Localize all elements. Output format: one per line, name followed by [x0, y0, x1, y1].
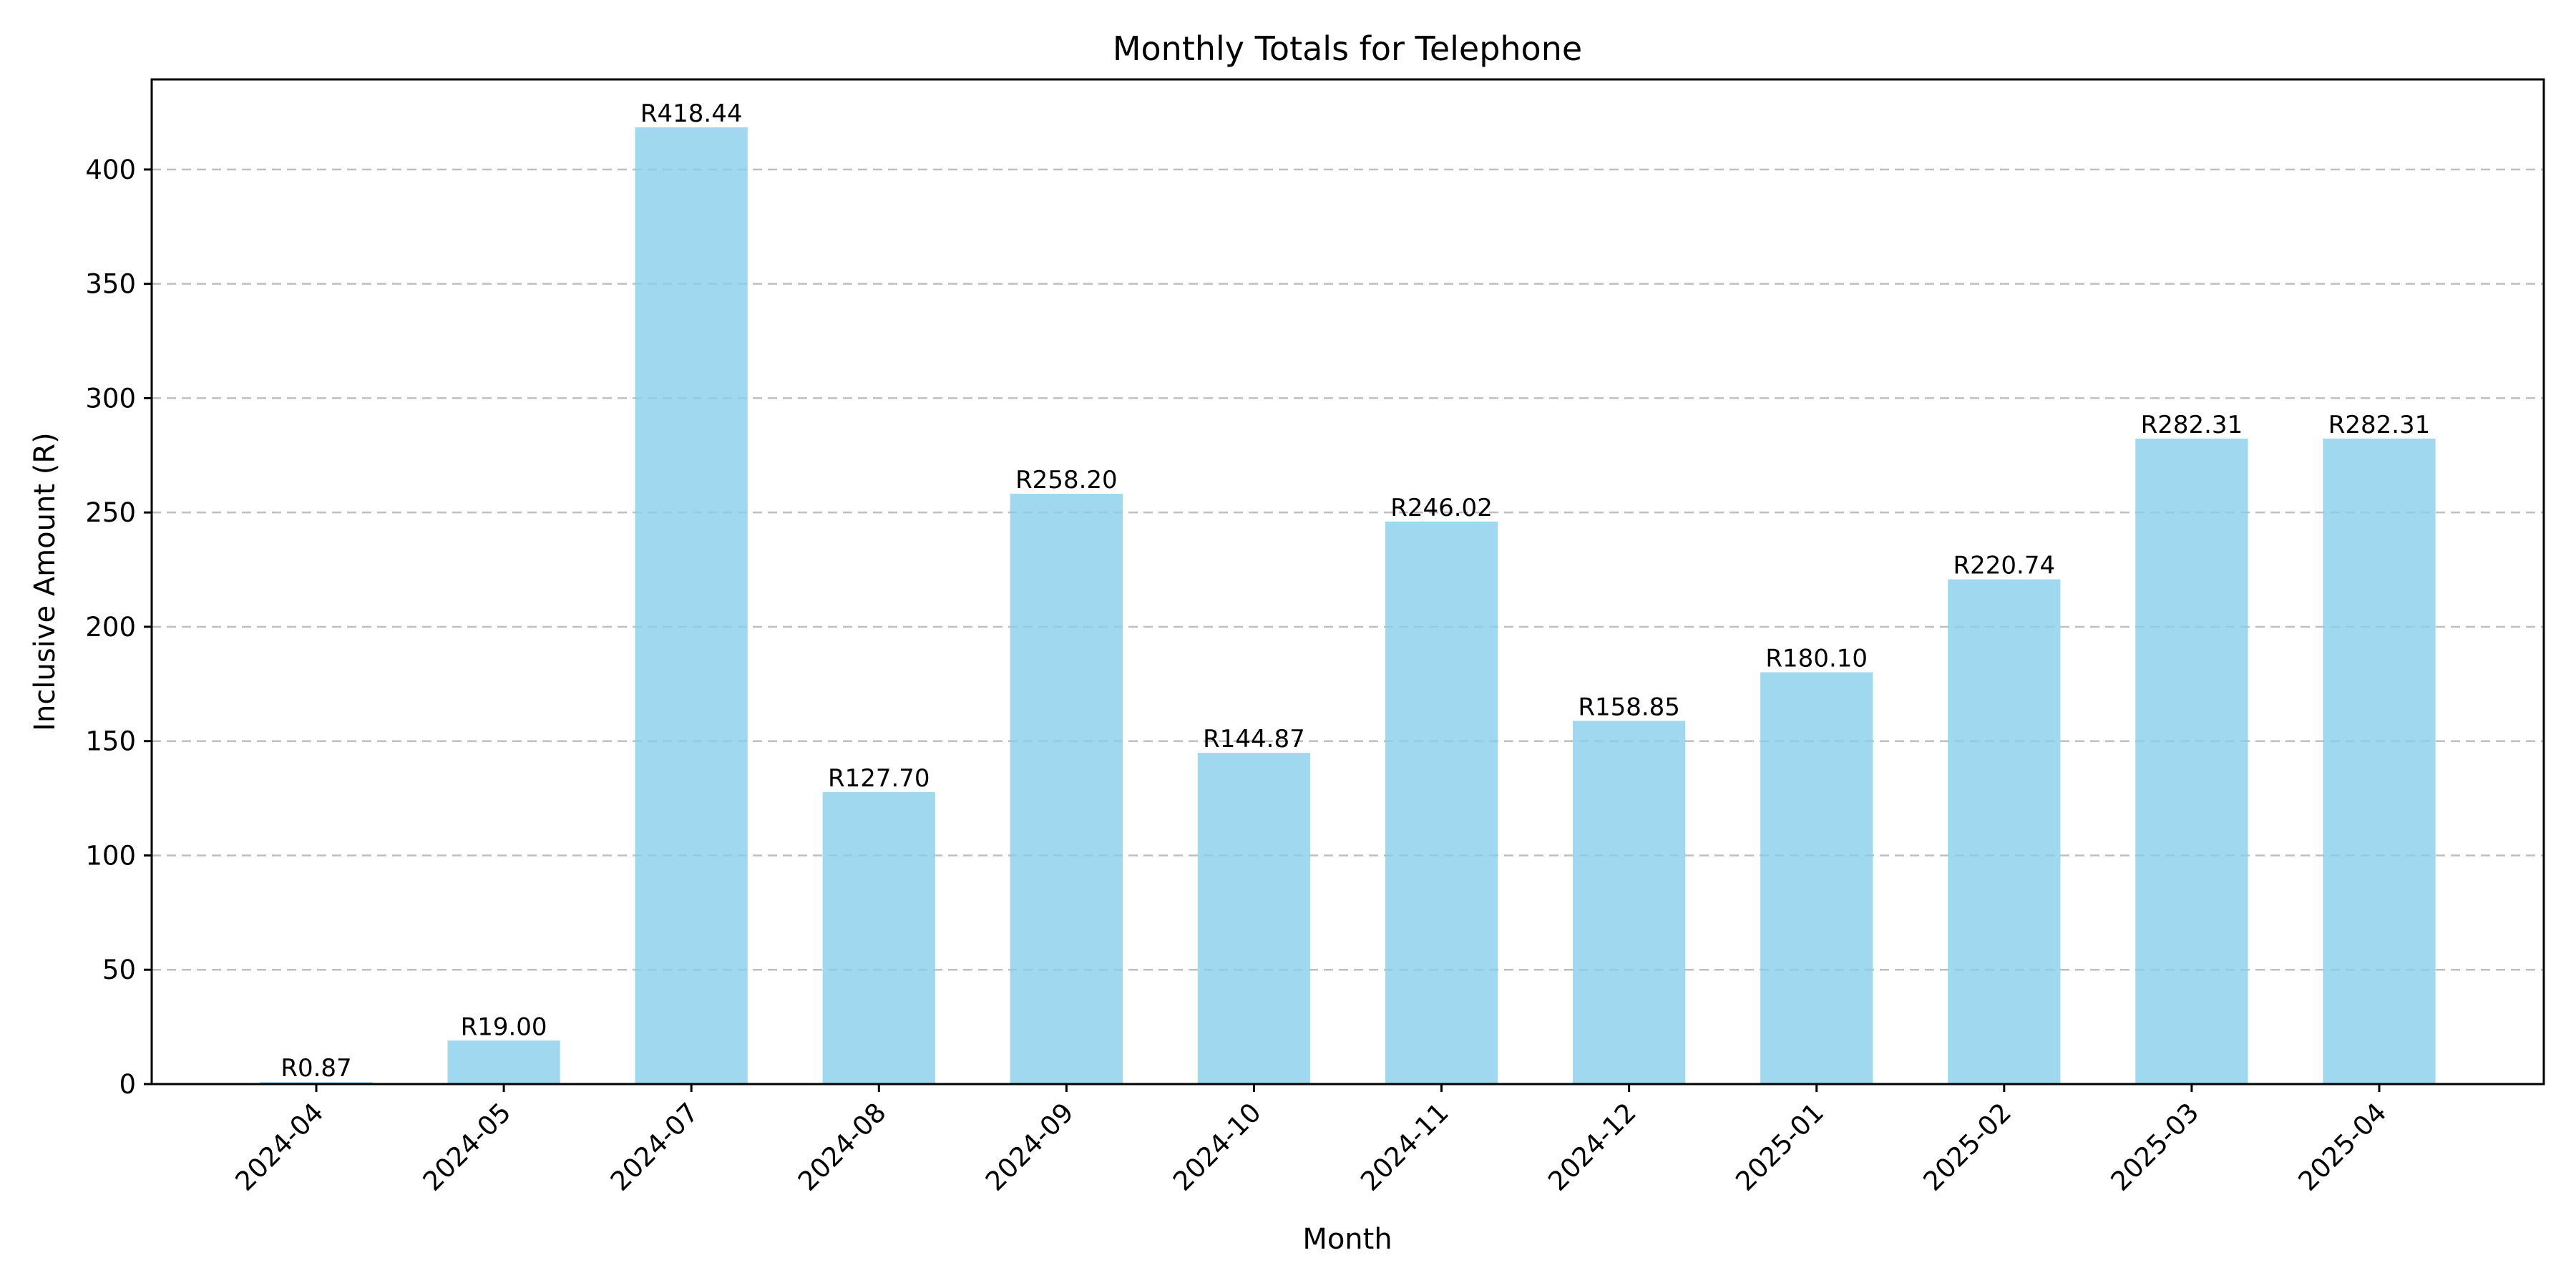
y-tick-label: 300	[85, 383, 136, 414]
y-axis-label: Inclusive Amount (R)	[29, 432, 62, 731]
data-label: R19.00	[461, 1013, 547, 1041]
data-label: R246.02	[1390, 494, 1493, 522]
y-tick-label: 250	[85, 497, 136, 528]
bar-2025-03	[2135, 438, 2248, 1084]
bar-2025-04	[2323, 438, 2436, 1084]
data-label: R127.70	[828, 764, 930, 793]
bar-2025-01	[1760, 672, 1873, 1084]
bar-2024-08	[822, 791, 935, 1084]
data-label: R158.85	[1578, 693, 1680, 721]
x-axis-label: Month	[1302, 1223, 1392, 1256]
bars	[260, 127, 2436, 1084]
y-tick-label: 50	[102, 955, 136, 985]
data-label: R0.87	[280, 1054, 351, 1083]
y-tick-label: 150	[85, 726, 136, 757]
data-label: R258.20	[1015, 466, 1118, 494]
bar-2024-05	[447, 1040, 560, 1084]
bar-2024-11	[1385, 521, 1498, 1084]
chart-title: Monthly Totals for Telephone	[1113, 29, 1582, 68]
data-label: R220.74	[1953, 552, 2056, 580]
y-tick-label: 200	[85, 612, 136, 643]
data-label: R144.87	[1203, 725, 1305, 753]
bar-2024-12	[1573, 721, 1686, 1084]
data-labels: R0.87 R19.00 R418.44 R127.70 R258.20 R144.87 R…	[280, 99, 2430, 1083]
y-tick-label: 400	[85, 155, 136, 185]
y-tick-label: 100	[85, 840, 136, 871]
grid-lines	[152, 168, 2544, 971]
y-tick-label: 0	[119, 1069, 136, 1100]
bar-2025-02	[1948, 579, 2061, 1084]
bar-2024-07	[635, 127, 748, 1084]
data-label: R282.31	[2328, 411, 2431, 439]
plot-frame	[150, 78, 2545, 1085]
data-label: R180.10	[1765, 645, 1868, 673]
y-tick-label: 350	[85, 269, 136, 300]
data-label: R418.44	[640, 99, 743, 128]
data-label: R282.31	[2141, 411, 2243, 439]
bar-2024-09	[1010, 493, 1123, 1084]
y-axis-ticks: 0 50 100 150 200 250 300 350 400	[85, 155, 152, 1100]
bar-2024-10	[1197, 753, 1311, 1084]
